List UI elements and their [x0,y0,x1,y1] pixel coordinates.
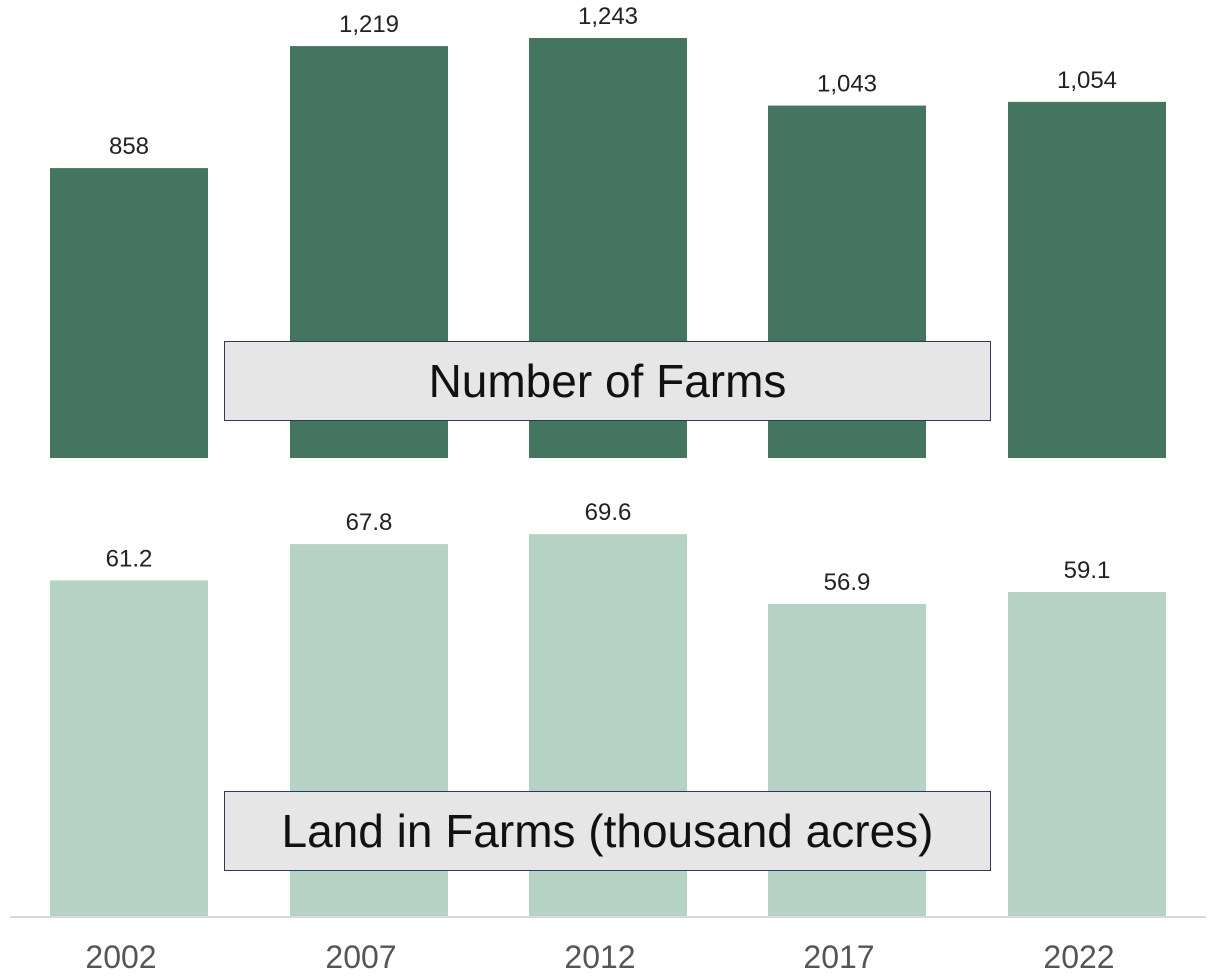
land-value-label-2012: 69.6 [585,499,632,526]
farms-value-label-2012: 1,243 [578,3,638,30]
land-value-label-2017: 56.9 [824,569,871,596]
x-tick-label-2022: 2022 [1043,939,1114,975]
x-tick-label-2002: 2002 [85,939,156,975]
land-value-label-2007: 67.8 [346,509,393,536]
farms-value-label-2002: 858 [109,133,149,160]
x-tick-label-2012: 2012 [564,939,635,975]
number-of-farms-title: Number of Farms [224,341,991,421]
x-tick-label-2007: 2007 [325,939,396,975]
land-bar-2022 [1008,591,1166,917]
land-value-label-2022: 59.1 [1064,557,1111,584]
land-value-label-2002: 61.2 [106,545,153,572]
farms-bar-2002 [50,168,208,459]
farms-value-label-2022: 1,054 [1057,67,1117,94]
farms-value-label-2017: 1,043 [817,71,877,98]
land-in-farms-title: Land in Farms (thousand acres) [224,791,991,871]
land-bar-2002 [50,580,208,917]
farms-value-label-2007: 1,219 [339,11,399,38]
farms-bar-2022 [1008,101,1166,459]
x-tick-label-2017: 2017 [803,939,874,975]
x-axis-ticks: 2002 2007 2012 2017 2022 [85,939,1114,975]
